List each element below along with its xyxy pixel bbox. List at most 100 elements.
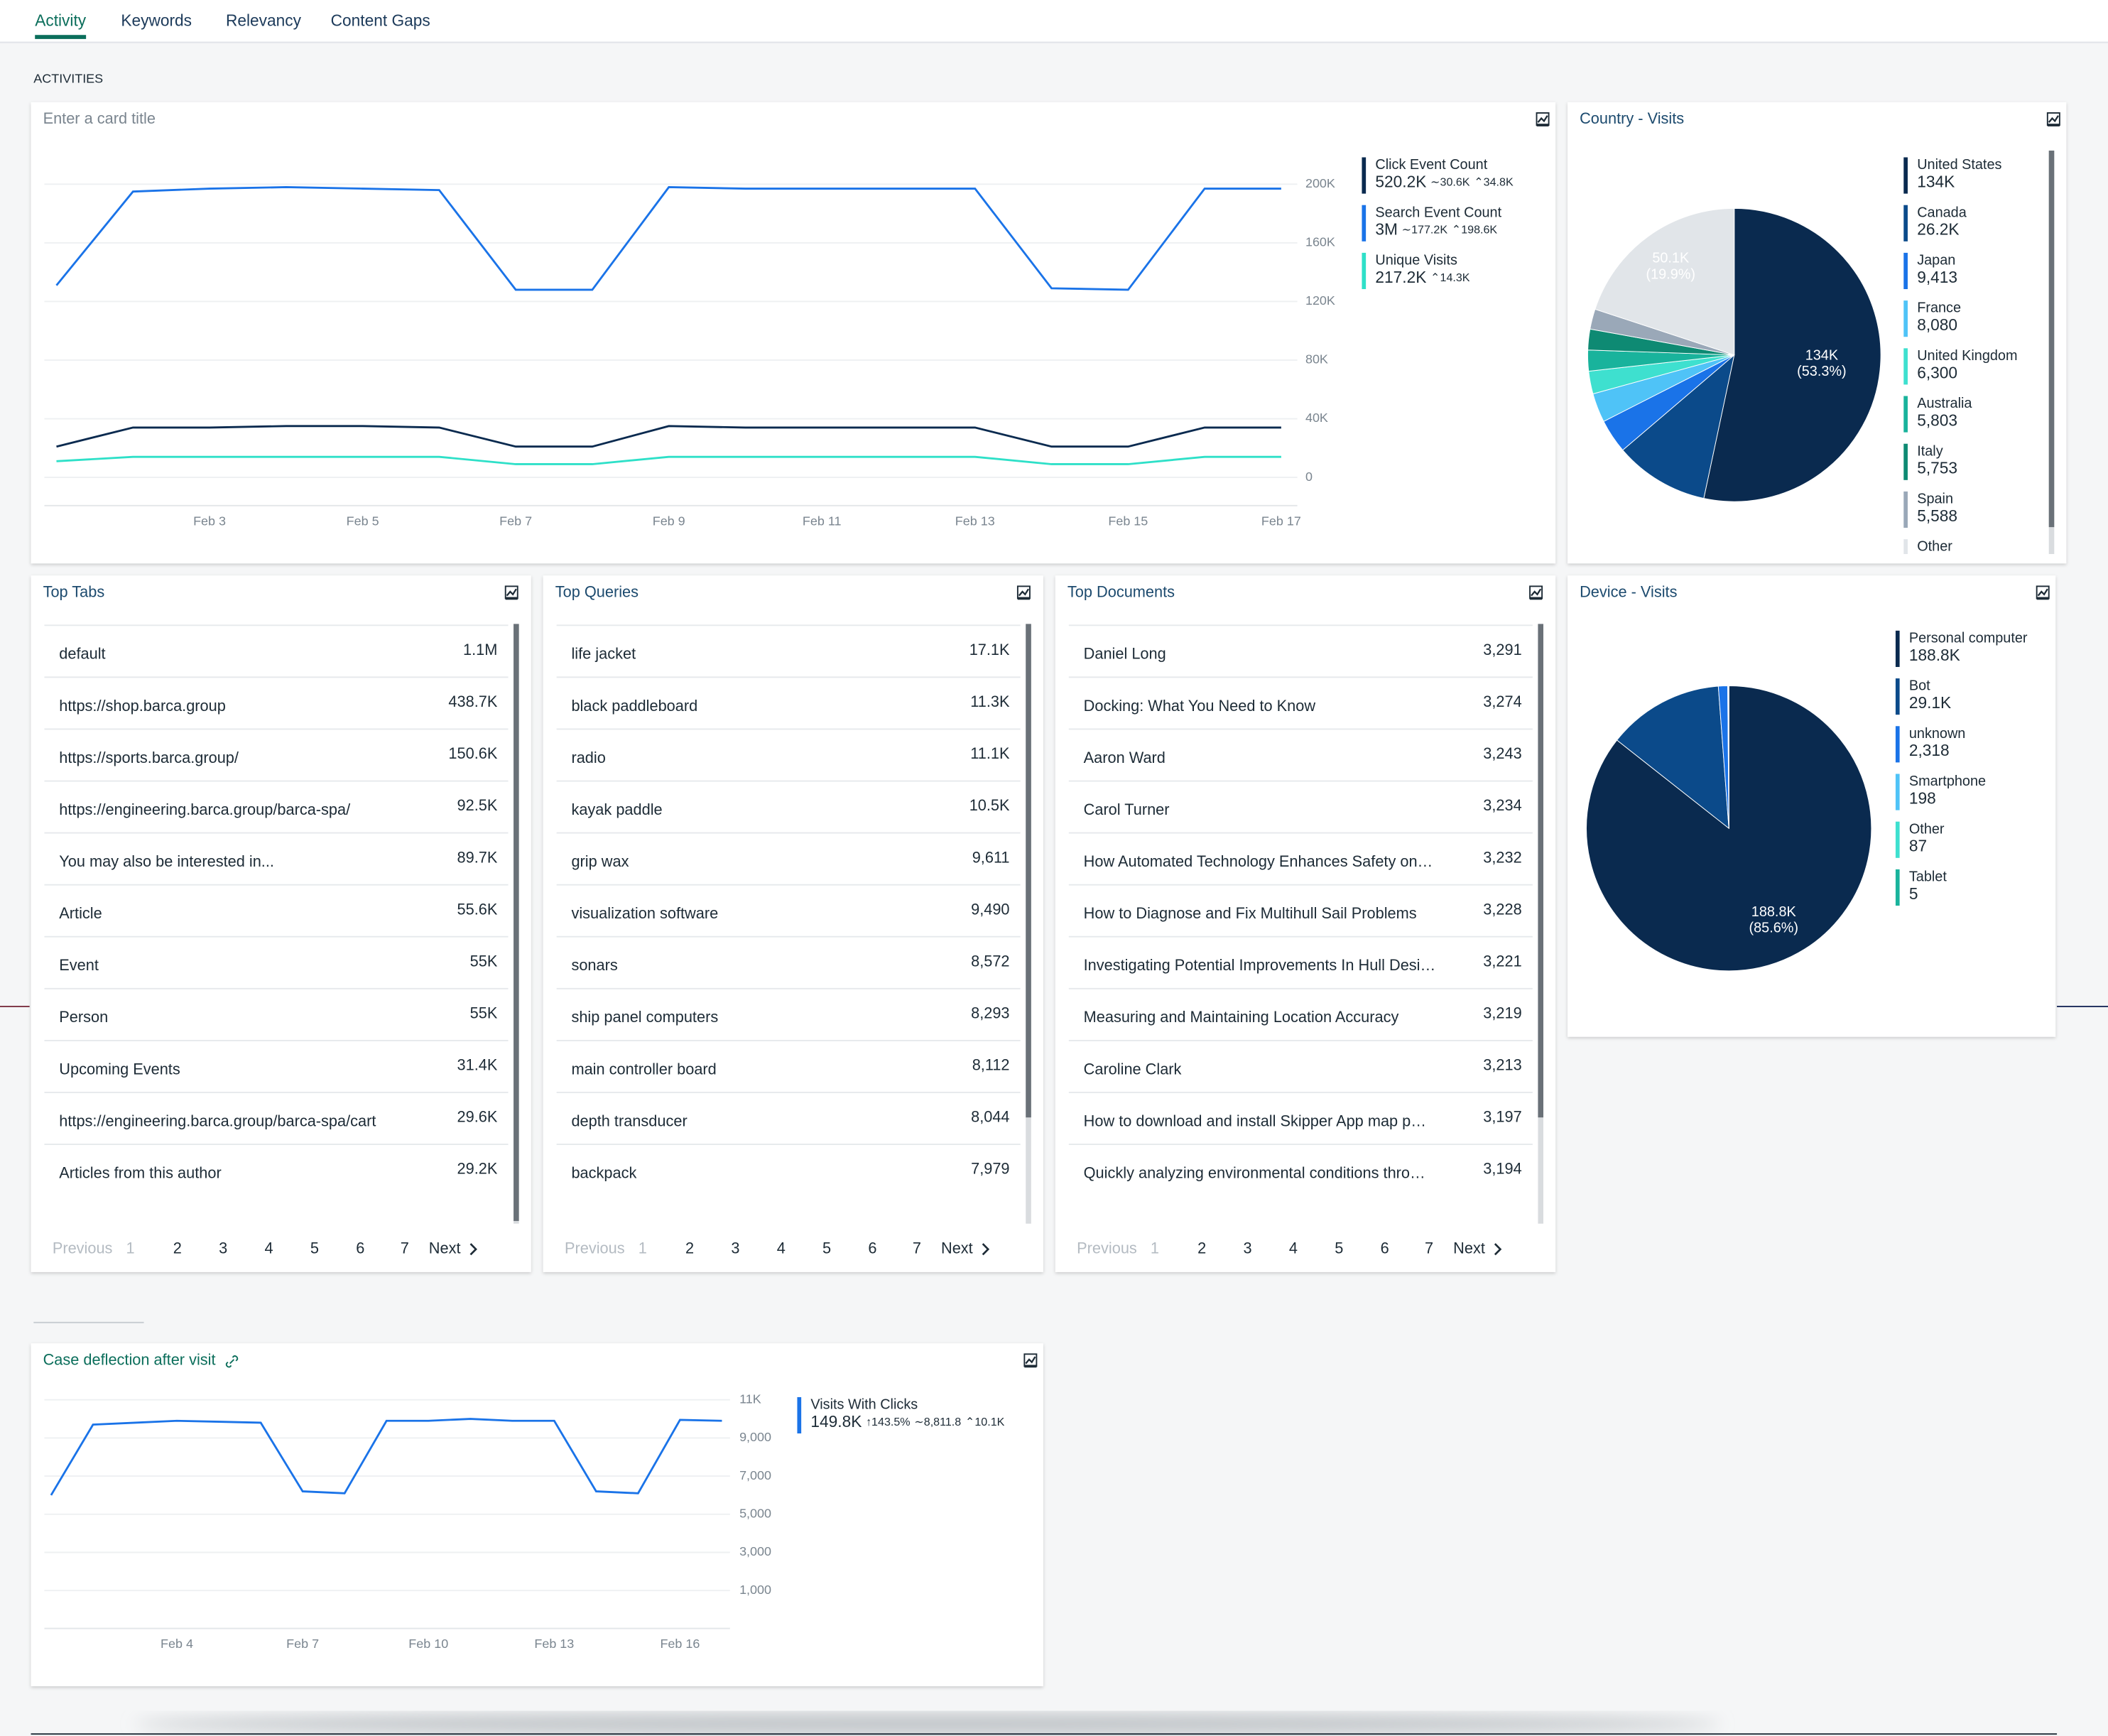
pagination-page[interactable]: 5 [1335, 1239, 1343, 1257]
pagination-page[interactable]: 5 [822, 1239, 831, 1257]
pagination-page[interactable]: 1 [1151, 1239, 1159, 1257]
row-label[interactable]: Articles from this author [59, 1163, 221, 1181]
legend-stats: 217.2K ⌃14.3K [1375, 268, 1469, 286]
chart-options-icon[interactable] [1536, 112, 1550, 126]
row-label[interactable]: How Automated Technology Enhances Safety… [1084, 852, 1433, 870]
row-label[interactable]: https://engineering.barca.group/barca-sp… [59, 1112, 376, 1129]
scroll-thumb[interactable] [2048, 151, 2055, 528]
pagination-page[interactable]: 2 [173, 1239, 182, 1257]
legend-label: Smartphone [1909, 774, 1986, 789]
chart-options-icon[interactable] [504, 585, 518, 600]
pagination-page[interactable]: 1 [639, 1239, 647, 1257]
chart-options-icon[interactable] [1016, 585, 1031, 600]
scroll-shadow [134, 1713, 1721, 1735]
row-label[interactable]: default [59, 645, 105, 663]
pagination-page[interactable]: 2 [685, 1239, 694, 1257]
row-label[interactable]: Person [59, 1008, 108, 1026]
pagination-page[interactable]: 3 [731, 1239, 739, 1257]
pagination-next[interactable]: Next [941, 1239, 973, 1257]
pagination-next[interactable]: Next [1453, 1239, 1485, 1257]
pagination-page[interactable]: 2 [1197, 1239, 1206, 1257]
legend-label: France [1917, 300, 1961, 316]
tab[interactable]: Relevancy [226, 11, 302, 29]
row-label[interactable]: kayak paddle [571, 801, 662, 818]
row-value: 31.4K [457, 1056, 498, 1074]
row-label[interactable]: Investigating Potential Improvements In … [1084, 956, 1436, 974]
scroll-thumb[interactable] [1026, 624, 1031, 1118]
legend-swatch [1362, 205, 1367, 242]
x-tick-label: Feb 11 [803, 514, 842, 528]
row-label[interactable]: https://engineering.barca.group/barca-sp… [59, 801, 351, 818]
x-tick-label: Feb 5 [347, 514, 379, 528]
chart-options-icon[interactable] [1023, 1353, 1038, 1368]
pagination-page[interactable]: 3 [219, 1239, 227, 1257]
row-label[interactable]: Article [59, 904, 102, 922]
legend-stat: ↑143.5% [866, 1416, 911, 1428]
row-label[interactable]: Aaron Ward [1084, 749, 1166, 766]
pagination-page[interactable]: 6 [356, 1239, 364, 1257]
next-chevron[interactable] [982, 1243, 990, 1256]
pie-slice [1616, 685, 1729, 830]
row-label[interactable]: visualization software [571, 904, 718, 922]
icon-glyph [2048, 115, 2059, 123]
row-label[interactable]: radio [571, 749, 605, 766]
scroll-thumb[interactable] [514, 624, 519, 1221]
pagination-page[interactable]: 6 [1381, 1239, 1389, 1257]
pagination-next[interactable]: Next [429, 1239, 461, 1257]
next-chevron[interactable] [469, 1243, 477, 1256]
row-label[interactable]: You may also be interested in... [59, 852, 274, 870]
row-label[interactable]: sonars [571, 956, 617, 974]
chart-options-icon[interactable] [2036, 585, 2050, 600]
pagination-previous[interactable]: Previous [53, 1239, 113, 1257]
row-label[interactable]: Daniel Long [1084, 645, 1166, 663]
icon-bar [1536, 124, 1549, 126]
pagination-previous[interactable]: Previous [565, 1239, 625, 1257]
row-value: 8,572 [971, 952, 1009, 970]
row-label[interactable]: Carol Turner [1084, 801, 1170, 818]
pagination-page[interactable]: 7 [401, 1239, 409, 1257]
row-label[interactable]: Event [59, 956, 99, 974]
row-label[interactable]: black paddleboard [571, 697, 697, 715]
chart-options-icon[interactable] [2046, 112, 2060, 126]
row-label[interactable]: main controller board [571, 1060, 716, 1078]
pagination-page[interactable]: 6 [868, 1239, 876, 1257]
y-tick-label: 11K [739, 1391, 761, 1406]
row-label[interactable]: https://sports.barca.group/ [59, 749, 239, 766]
next-chevron[interactable] [1494, 1243, 1502, 1256]
pagination-page[interactable]: 4 [1289, 1239, 1298, 1257]
pagination-page[interactable]: 7 [913, 1239, 921, 1257]
row-label[interactable]: Docking: What You Need to Know [1084, 697, 1316, 715]
row-label[interactable]: depth transducer [571, 1112, 687, 1129]
row-label[interactable]: Caroline Clark [1084, 1060, 1182, 1078]
link-icon[interactable] [225, 1355, 239, 1368]
tab[interactable]: Content Gaps [331, 11, 430, 29]
pagination-page[interactable]: 5 [310, 1239, 319, 1257]
row-label[interactable]: grip wax [571, 852, 629, 870]
legend-swatch [1895, 726, 1900, 763]
row-label[interactable]: https://shop.barca.group [59, 697, 226, 715]
row-label[interactable]: Upcoming Events [59, 1060, 180, 1078]
row-label[interactable]: ship panel computers [571, 1008, 718, 1026]
tab[interactable]: Keywords [121, 11, 192, 29]
row-label[interactable]: How to download and install Skipper App … [1084, 1112, 1426, 1129]
tab[interactable]: Activity [35, 11, 87, 29]
scroll-thumb[interactable] [1538, 624, 1543, 1118]
pagination-page[interactable]: 4 [265, 1239, 273, 1257]
row-label[interactable]: backpack [571, 1163, 636, 1181]
series-line [56, 425, 1281, 448]
row-label[interactable]: Measuring and Maintaining Location Accur… [1084, 1008, 1399, 1026]
pagination-page[interactable]: 4 [777, 1239, 786, 1257]
row-label[interactable]: Quickly analyzing environmental conditio… [1084, 1163, 1425, 1181]
pagination-page[interactable]: 3 [1244, 1239, 1252, 1257]
pagination-page[interactable]: 1 [126, 1239, 135, 1257]
y-tick-label: 120K [1305, 293, 1335, 308]
chart-options-icon[interactable] [1529, 585, 1543, 600]
legend-value: 8,080 [1917, 315, 1957, 334]
legend-value: 134K [1917, 172, 1955, 190]
icon-bar [1017, 597, 1030, 600]
legend-value: 188.8K [1909, 646, 1960, 664]
row-label[interactable]: How to Diagnose and Fix Multihull Sail P… [1084, 904, 1417, 922]
row-label[interactable]: life jacket [571, 645, 636, 663]
pagination-previous[interactable]: Previous [1077, 1239, 1137, 1257]
pagination-page[interactable]: 7 [1425, 1239, 1433, 1257]
